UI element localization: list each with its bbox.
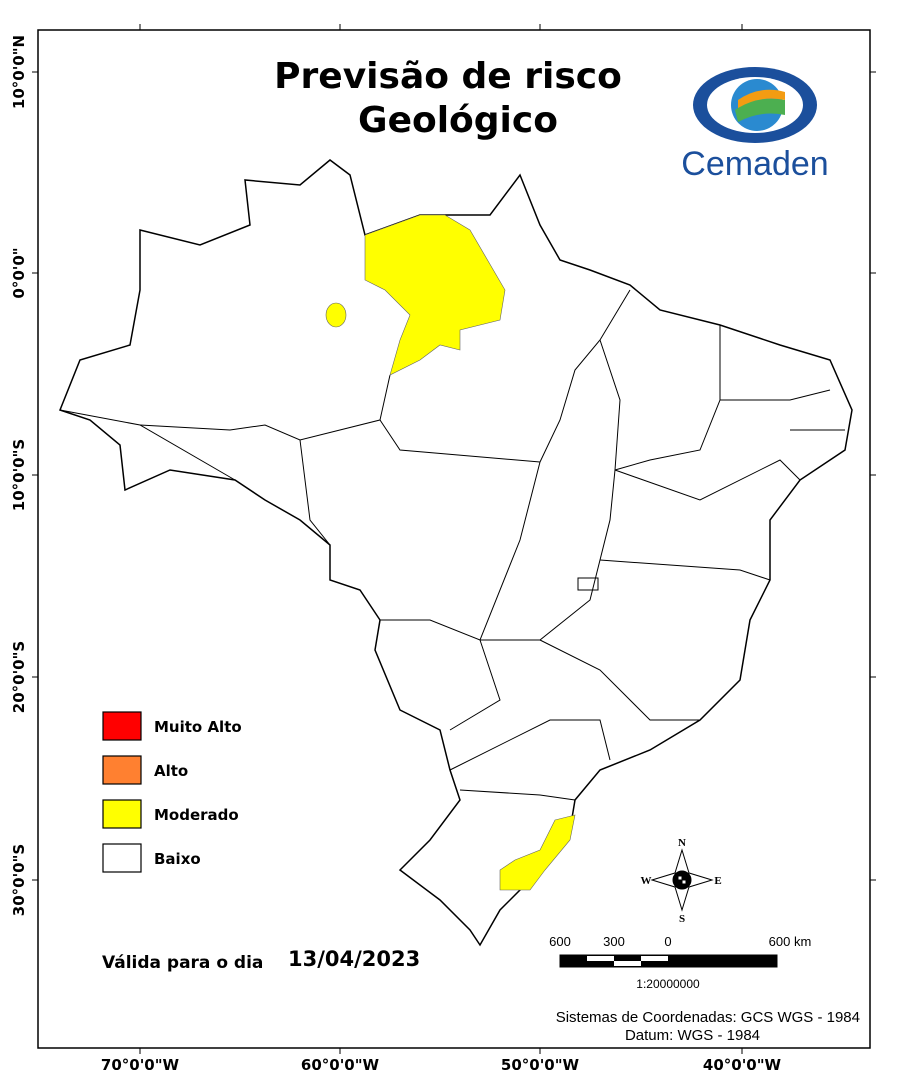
risk-area xyxy=(364,214,506,376)
longitude-label: 70°0'0"W xyxy=(101,1056,180,1074)
scale-label: 0 xyxy=(664,934,671,949)
scale-label: 600 xyxy=(549,934,571,949)
legend-swatch xyxy=(102,843,142,873)
compass-label: S xyxy=(679,913,685,925)
legend-label: Baixo xyxy=(154,850,201,868)
scale-segment xyxy=(587,956,614,961)
credits: Datum: WGS - 1984 xyxy=(625,1027,760,1044)
scale-label: 300 xyxy=(603,934,625,949)
map-title: Previsão de risco xyxy=(274,56,622,97)
longitude-label: 50°0'0"W xyxy=(501,1056,580,1074)
state-border xyxy=(720,389,831,401)
state-border xyxy=(379,374,391,421)
state-border xyxy=(449,719,611,771)
latitude-label: 10°0'0"N xyxy=(10,35,28,109)
state-border xyxy=(614,459,801,501)
logo-band xyxy=(738,89,785,108)
legend-swatch xyxy=(102,755,142,785)
state-border xyxy=(299,439,331,546)
federal-district xyxy=(577,577,599,591)
legend-swatch xyxy=(102,799,142,829)
compass-center xyxy=(681,879,687,885)
legend: Muito Alto Alto Moderado Baixo xyxy=(102,711,242,873)
compass-label: N xyxy=(678,837,686,849)
longitude-label: 40°0'0"W xyxy=(703,1056,782,1074)
validity-label: Válida para o dia xyxy=(102,953,263,973)
state-border xyxy=(599,559,771,581)
legend-label: Alto xyxy=(154,762,188,780)
longitude-label: 60°0'0"W xyxy=(301,1056,380,1074)
graticule: 70°0'0"W 60°0'0"W 50°0'0"W 40°0'0"W 10°0'0"N… xyxy=(10,24,876,1074)
latitude-label: 20°0'0"S xyxy=(10,641,28,713)
state-border xyxy=(480,339,621,641)
risk-area xyxy=(499,814,576,891)
scale-segment xyxy=(641,956,668,961)
state-borders xyxy=(59,289,845,801)
risk-area xyxy=(325,302,347,328)
risk-areas xyxy=(325,214,576,891)
compass-label: E xyxy=(714,875,721,887)
compass-label: W xyxy=(641,875,652,887)
map-title: Geológico xyxy=(358,100,558,141)
state-border xyxy=(539,289,631,463)
legend-label: Muito Alto xyxy=(154,718,242,736)
latitude-label: 10°0'0"S xyxy=(10,439,28,511)
validity-date: 13/04/2023 xyxy=(288,947,420,971)
logo-band xyxy=(735,98,785,122)
compass xyxy=(650,848,714,912)
credits: Sistemas de Coordenadas: GCS WGS - 1984 xyxy=(556,1009,860,1026)
legend-swatch xyxy=(102,711,142,741)
state-border xyxy=(449,639,501,731)
logo: Cemaden xyxy=(681,67,829,183)
state-border xyxy=(539,639,700,721)
country-outline xyxy=(59,159,853,947)
latitude-label: 0°0'0" xyxy=(10,247,28,298)
logo-text: Cemaden xyxy=(681,145,828,183)
state-border xyxy=(614,325,721,471)
latitude-label: 30°0'0"S xyxy=(10,844,28,916)
legend-label: Moderado xyxy=(154,806,239,824)
scale-bar xyxy=(559,954,778,968)
state-border xyxy=(459,789,576,801)
compass-center xyxy=(677,875,683,881)
scale-segment xyxy=(614,961,641,966)
scale-label: 600 km xyxy=(769,934,812,949)
scale-ratio: 1:20000000 xyxy=(636,977,700,991)
